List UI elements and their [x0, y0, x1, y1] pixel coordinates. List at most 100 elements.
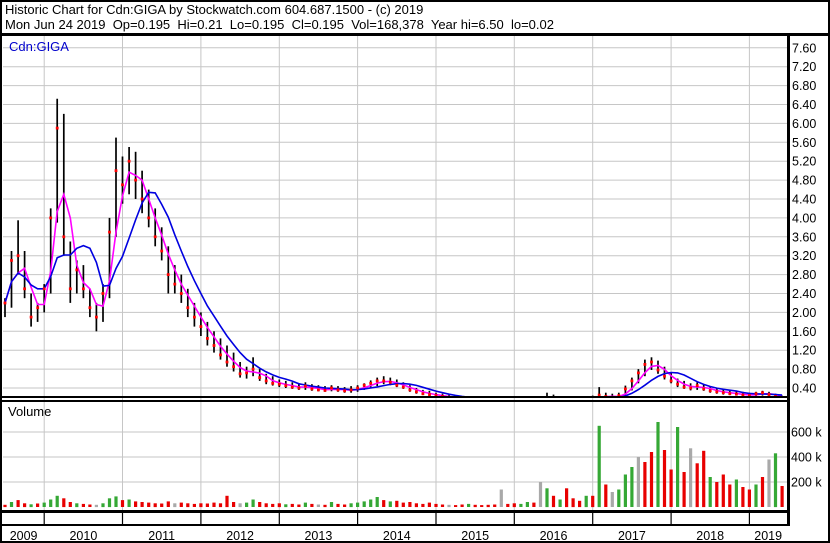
volume-bar: [473, 504, 477, 508]
volume-bar: [42, 502, 46, 507]
volume-bar: [571, 498, 575, 508]
price-tick-label: 4.80: [792, 174, 816, 188]
close-dot: [735, 392, 738, 396]
volume-bar: [284, 504, 288, 508]
volume-bar: [382, 500, 386, 507]
price-tick-label: 4.00: [792, 211, 816, 225]
close-dot: [134, 178, 137, 182]
volume-bar: [81, 503, 85, 507]
volume-bar: [29, 504, 33, 508]
volume-bar: [101, 503, 105, 508]
close-dot: [304, 384, 307, 388]
close-dot: [767, 393, 771, 396]
volume-bar: [23, 503, 27, 508]
volume-bar: [140, 502, 144, 507]
volume-bar: [88, 504, 92, 507]
close-dot: [140, 197, 144, 201]
volume-bar: [434, 503, 438, 507]
volume-bar: [447, 504, 451, 508]
volume-bar: [414, 503, 418, 508]
close-dot: [68, 287, 72, 291]
close-dot: [3, 301, 7, 305]
close-dot: [669, 379, 673, 383]
price-bars: [3, 98, 783, 396]
year-label: 2017: [618, 529, 646, 543]
year-label: 2019: [754, 529, 782, 543]
header-title: Historic Chart for Cdn:GIGA by Stockwatc…: [5, 2, 424, 17]
volume-bar: [251, 499, 255, 507]
volume-bar: [512, 503, 516, 508]
volume-bar: [767, 459, 771, 507]
close-dot: [441, 395, 444, 396]
close-dot: [251, 367, 255, 371]
volume-tick-label: 200 k: [791, 476, 822, 490]
volume-bar: [408, 502, 412, 507]
volume-bar: [166, 501, 170, 507]
volume-bar: [225, 495, 229, 508]
close-dot: [682, 385, 686, 389]
volume-bar: [565, 488, 569, 508]
volume-bar: [721, 474, 725, 507]
price-tick-label: 6.00: [792, 117, 816, 131]
close-dot: [388, 380, 392, 384]
close-dot: [708, 389, 712, 393]
close-dot: [193, 315, 196, 319]
year-label: 2016: [540, 529, 568, 543]
close-dot: [245, 371, 248, 375]
volume-bar: [662, 450, 667, 507]
volume-bar: [643, 462, 647, 507]
close-dot: [754, 392, 758, 396]
close-dot: [10, 259, 13, 262]
volume-bar: [316, 504, 320, 507]
close-dot: [336, 388, 340, 392]
volume-bar: [604, 484, 608, 507]
close-dot: [16, 254, 20, 258]
close-dot: [179, 292, 183, 295]
volume-bar: [120, 500, 125, 507]
volume-bar: [440, 504, 445, 507]
volume-bar: [532, 502, 536, 507]
volume-bar: [323, 504, 327, 508]
price-panel-bottom-border: [0, 396, 787, 398]
close-dot: [147, 216, 151, 220]
ma-fast-line: [4, 171, 783, 396]
volume-panel-bottom-border: [0, 510, 787, 513]
close-dot: [75, 268, 79, 272]
close-dot: [401, 385, 405, 389]
volume-bar: [597, 425, 601, 508]
close-dot: [415, 390, 418, 394]
price-tick-label: 5.60: [792, 136, 816, 150]
year-label: 2013: [304, 529, 332, 543]
volume-bar: [617, 489, 621, 507]
volume-bar: [689, 448, 693, 508]
volume-bar: [395, 500, 399, 508]
close-dot: [310, 387, 314, 391]
close-dot: [395, 383, 399, 387]
axis-labels: 7.60 7.20 6.80 6.40 6.00 5.60 5.20 4.80 4.40 4.00…: [10, 41, 823, 543]
year-label: 2018: [696, 529, 724, 543]
close-dot: [82, 287, 85, 291]
axis-strip-bottom-border: [0, 524, 790, 526]
close-dot: [23, 287, 26, 291]
close-dot: [428, 393, 431, 396]
close-dot: [88, 306, 92, 310]
volume-bar: [773, 453, 778, 508]
close-dot: [114, 169, 118, 173]
close-dot: [761, 391, 764, 395]
close-dot: [297, 386, 301, 390]
volume-bar: [467, 503, 471, 507]
price-tick-label: 0.40: [792, 382, 816, 396]
volume-bar: [493, 504, 497, 507]
close-dot: [173, 282, 177, 286]
volume-bar: [760, 477, 765, 507]
price-tick-label: 4.40: [792, 193, 816, 207]
volume-bar: [336, 503, 340, 507]
year-label: 2014: [383, 529, 411, 543]
volume-bar: [375, 497, 379, 507]
volume-bar: [75, 503, 79, 508]
volume-bar: [486, 504, 490, 508]
close-dot: [42, 287, 46, 291]
volume-bar: [591, 495, 595, 508]
volume-bar: [636, 457, 640, 507]
